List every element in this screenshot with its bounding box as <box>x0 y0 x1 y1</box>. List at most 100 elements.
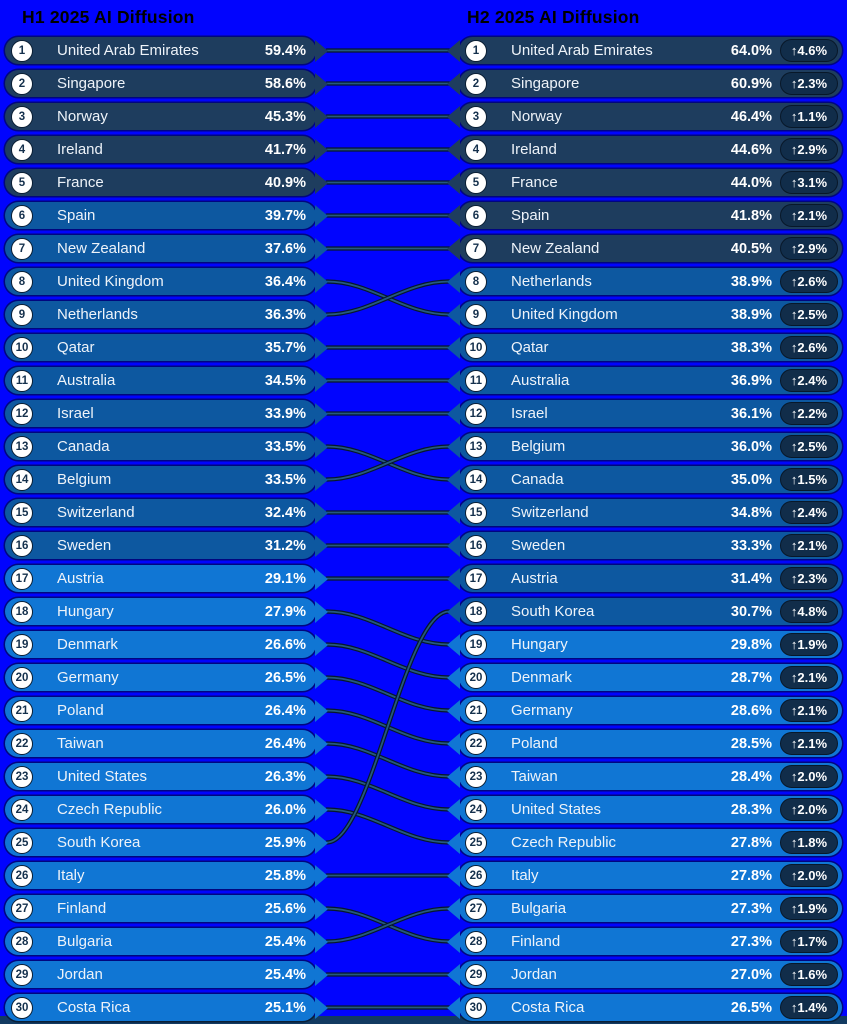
rank-change-connectors <box>324 48 452 1010</box>
value-label: 26.5% <box>730 999 772 1016</box>
rank-badge: 12 <box>465 402 487 425</box>
country-label: Ireland <box>511 141 557 158</box>
rank-badge: 10 <box>465 336 487 359</box>
connector-tip <box>315 39 328 62</box>
country-label: Costa Rica <box>511 999 585 1016</box>
rank-badge: 19 <box>465 633 487 656</box>
change-badge: ↑1.9% <box>780 633 838 656</box>
connector-tip <box>315 930 328 953</box>
ranking-row-left-10: 10 Qatar 35.7% <box>5 334 328 361</box>
ranking-row-right-11: 11 Australia 36.9% ↑2.4% <box>447 367 842 394</box>
value-label: 33.5% <box>264 471 306 488</box>
value-label: 40.9% <box>264 174 306 191</box>
country-label: Singapore <box>511 75 580 92</box>
connector-tip <box>315 633 328 656</box>
country-label: Belgium <box>511 438 566 455</box>
rank-badge: 1 <box>465 39 487 62</box>
ranking-row-right-7: 7 New Zealand 40.5% ↑2.9% <box>447 235 842 262</box>
change-badge: ↑2.9% <box>780 237 838 260</box>
ranking-row-left-8: 8 United Kingdom 36.4% <box>5 268 328 295</box>
country-label: United Arab Emirates <box>57 42 199 59</box>
connector-tip <box>447 468 460 491</box>
ranking-row-right-30: 30 Costa Rica 26.5% ↑1.4% <box>447 994 842 1021</box>
rank-badge: 26 <box>465 864 487 887</box>
value-label: 25.4% <box>264 966 306 983</box>
connector-united-states <box>326 775 450 811</box>
ranking-row-right-24: 24 United States 28.3% ↑2.0% <box>447 796 842 823</box>
country-label: Finland <box>511 933 561 950</box>
value-label: 28.4% <box>730 768 772 785</box>
connector-tip <box>447 336 460 359</box>
change-badge: ↑2.1% <box>780 732 838 755</box>
value-label: 25.4% <box>264 933 306 950</box>
value-label: 41.8% <box>730 207 772 224</box>
value-label: 36.1% <box>730 405 772 422</box>
ranking-row-right-19: 19 Hungary 29.8% ↑1.9% <box>447 631 842 658</box>
value-label: 34.5% <box>264 372 306 389</box>
ranking-row-left-15: 15 Switzerland 32.4% <box>5 499 328 526</box>
ranking-row-left-6: 6 Spain 39.7% <box>5 202 328 229</box>
country-label: Denmark <box>511 669 572 686</box>
connector-tip <box>315 204 328 227</box>
connector-tip <box>447 930 460 953</box>
connector-tip <box>315 699 328 722</box>
ranking-row-right-2: 2 Singapore 60.9% ↑2.3% <box>447 70 842 97</box>
ranking-row-right-12: 12 Israel 36.1% ↑2.2% <box>447 400 842 427</box>
value-label: 26.6% <box>264 636 306 653</box>
ranking-row-right-29: 29 Jordan 27.0% ↑1.6% <box>447 961 842 988</box>
ranking-row-left-20: 20 Germany 26.5% <box>5 664 328 691</box>
connector-tip <box>447 402 460 425</box>
rank-badge: 6 <box>465 204 487 227</box>
change-badge: ↑2.4% <box>780 369 838 392</box>
change-badge: ↑2.5% <box>780 303 838 326</box>
value-label: 58.6% <box>264 75 306 92</box>
country-label: Norway <box>57 108 108 125</box>
change-badge: ↑2.3% <box>780 567 838 590</box>
country-label: United Kingdom <box>511 306 618 323</box>
country-label: Czech Republic <box>57 801 163 818</box>
country-label: Netherlands <box>511 273 592 290</box>
ranking-row-right-3: 3 Norway 46.4% ↑1.1% <box>447 103 842 130</box>
change-badge: ↑2.2% <box>780 402 838 425</box>
country-label: United Arab Emirates <box>511 42 653 59</box>
ranking-row-left-4: 4 Ireland 41.7% <box>5 136 328 163</box>
rank-badge: 15 <box>11 501 33 524</box>
country-label: Spain <box>57 207 96 224</box>
rank-badge: 3 <box>11 105 33 128</box>
connector-south-korea <box>326 610 450 844</box>
value-label: 31.2% <box>264 537 306 554</box>
value-label: 38.9% <box>730 306 772 323</box>
rank-badge: 28 <box>11 930 33 953</box>
change-badge: ↑2.0% <box>780 798 838 821</box>
ranking-row-right-10: 10 Qatar 38.3% ↑2.6% <box>447 334 842 361</box>
rank-badge: 9 <box>465 303 487 326</box>
country-label: Costa Rica <box>57 999 131 1016</box>
value-label: 26.4% <box>264 702 306 719</box>
connector-tip <box>447 270 460 293</box>
rank-badge: 30 <box>465 996 487 1019</box>
rank-badge: 15 <box>465 501 487 524</box>
rank-badge: 29 <box>465 963 487 986</box>
rank-badge: 11 <box>465 369 487 392</box>
value-label: 36.0% <box>730 438 772 455</box>
country-label: Germany <box>511 702 573 719</box>
ranking-row-left-9: 9 Netherlands 36.3% <box>5 301 328 328</box>
rank-badge: 29 <box>11 963 33 986</box>
connector-tip <box>447 765 460 788</box>
country-label: Italy <box>57 867 85 884</box>
country-label: Switzerland <box>57 504 135 521</box>
change-badge: ↑4.8% <box>780 600 838 623</box>
ranking-row-right-9: 9 United Kingdom 38.9% ↑2.5% <box>447 301 842 328</box>
connector-tip <box>447 666 460 689</box>
ranking-row-right-26: 26 Italy 27.8% ↑2.0% <box>447 862 842 889</box>
connector-tip <box>315 600 328 623</box>
connector-germany <box>326 676 450 712</box>
connector-tip <box>447 633 460 656</box>
country-label: Hungary <box>511 636 568 653</box>
rank-badge: 27 <box>11 897 33 920</box>
connector-tip <box>447 798 460 821</box>
rank-badge: 2 <box>11 72 33 95</box>
country-label: Germany <box>57 669 119 686</box>
rank-badge: 6 <box>11 204 33 227</box>
value-label: 27.3% <box>730 900 772 917</box>
